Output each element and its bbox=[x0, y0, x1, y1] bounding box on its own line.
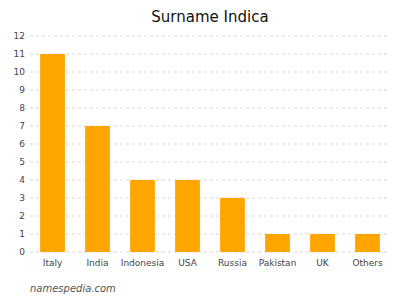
grid-line bbox=[30, 162, 390, 163]
y-tick-label: 3 bbox=[19, 193, 25, 203]
footer: namespedia.com bbox=[30, 283, 116, 294]
y-tick-label: 9 bbox=[19, 85, 25, 95]
grid-line bbox=[30, 180, 390, 181]
bar bbox=[265, 234, 290, 252]
bar bbox=[220, 198, 245, 252]
y-tick-label: 4 bbox=[19, 175, 25, 185]
y-axis: 0123456789101112 bbox=[14, 31, 26, 257]
grid-line bbox=[30, 72, 390, 73]
x-tick-label: Pakistan bbox=[259, 258, 297, 268]
x-tick-label: Italy bbox=[43, 258, 63, 268]
y-tick-label: 11 bbox=[14, 49, 25, 59]
y-tick-label: 10 bbox=[14, 67, 26, 77]
x-axis: Italy India Indonesia USA Russia Pakistan UK Ot… bbox=[43, 258, 383, 268]
grid-line bbox=[30, 54, 390, 55]
y-tick-label: 0 bbox=[19, 247, 25, 257]
y-tick-label: 2 bbox=[19, 211, 25, 221]
bar bbox=[130, 180, 155, 252]
bars bbox=[40, 54, 380, 252]
y-tick-label: 1 bbox=[19, 229, 25, 239]
x-tick-label: USA bbox=[178, 258, 197, 268]
grid-line bbox=[30, 90, 390, 91]
chart-container: Surname Indica0123456789101112ItalyIndia… bbox=[0, 0, 400, 300]
y-tick-label: 12 bbox=[14, 31, 25, 41]
grid-line bbox=[30, 234, 390, 235]
grid-line bbox=[30, 144, 390, 145]
x-tick-label: UK bbox=[316, 258, 330, 268]
chart: Surname Indica0123456789101112ItalyIndia… bbox=[0, 0, 400, 300]
grid-line bbox=[30, 198, 390, 199]
x-tick-label: Indonesia bbox=[121, 258, 165, 268]
y-tick-label: 8 bbox=[19, 103, 25, 113]
y-tick-label: 5 bbox=[19, 157, 25, 167]
bar bbox=[310, 234, 335, 252]
bar bbox=[175, 180, 200, 252]
title: Surname Indica bbox=[151, 8, 268, 26]
x-tick-label: India bbox=[86, 258, 108, 268]
grid-line bbox=[30, 36, 390, 37]
grid-line bbox=[30, 126, 390, 127]
y-tick-label: 7 bbox=[19, 121, 25, 131]
grid-line bbox=[30, 252, 390, 253]
x-tick-label: Others bbox=[352, 258, 383, 268]
y-tick-label: 6 bbox=[19, 139, 25, 149]
bar bbox=[355, 234, 380, 252]
bar bbox=[85, 126, 110, 252]
grid-line bbox=[30, 216, 390, 217]
x-tick-label: Russia bbox=[218, 258, 247, 268]
bar bbox=[40, 54, 65, 252]
grid bbox=[30, 36, 390, 252]
grid-line bbox=[30, 108, 390, 109]
